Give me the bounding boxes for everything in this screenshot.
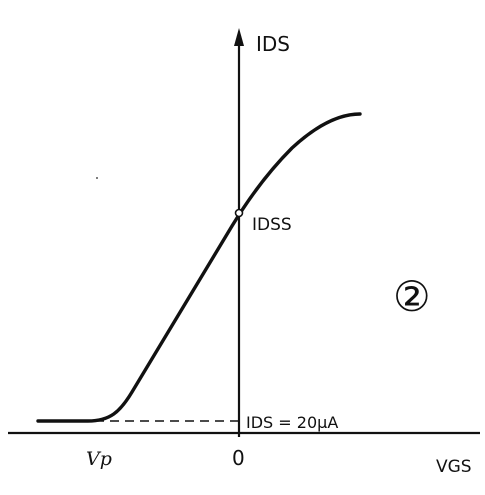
y-axis-arrow-icon — [234, 28, 244, 46]
y-axis-label: IDS — [256, 32, 290, 56]
leakage-current-label: IDS = 20μA — [246, 413, 338, 432]
pinch-off-voltage-label: Vp — [86, 448, 112, 470]
idss-point-marker — [234, 208, 244, 218]
transfer-curve — [36, 112, 362, 423]
idss-label: IDSS — [252, 215, 292, 235]
x-axis-label: VGS — [436, 457, 472, 477]
scan-speck — [96, 177, 98, 179]
origin-label: 0 — [232, 446, 245, 470]
figure-number: ② — [393, 272, 431, 321]
